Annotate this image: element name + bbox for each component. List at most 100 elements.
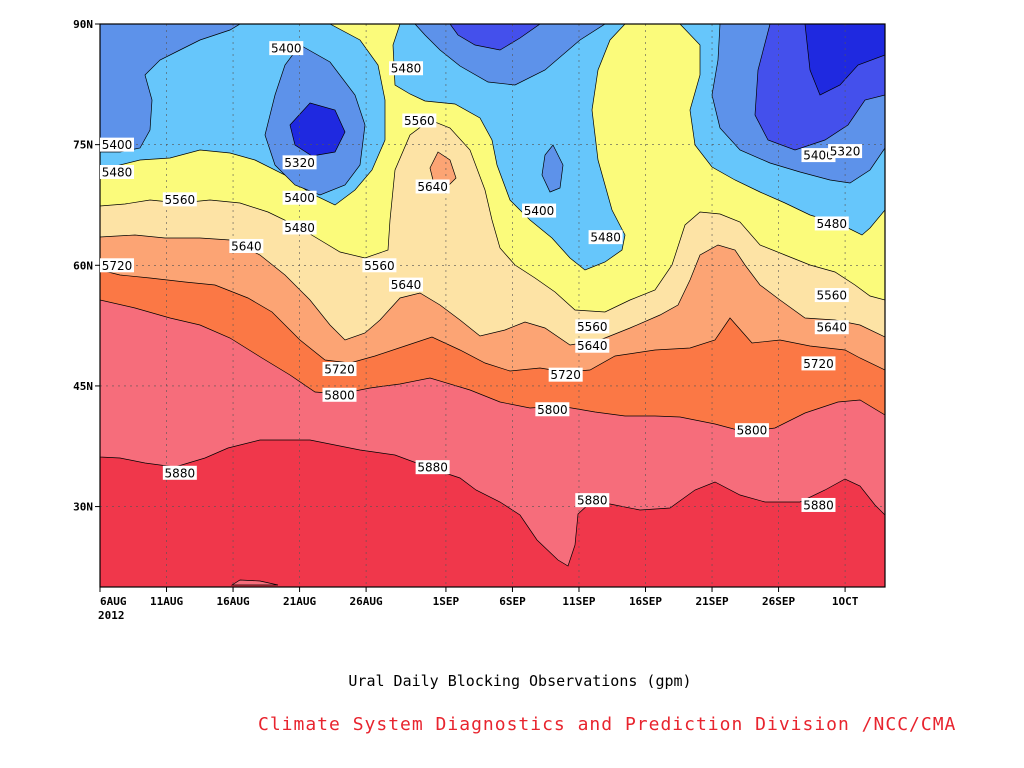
contour-label-bg xyxy=(801,497,836,512)
contour-label: 5560 xyxy=(814,288,849,303)
contour-label-bg xyxy=(415,179,450,194)
contour-label: 5880 xyxy=(415,460,450,475)
contour-label: 5400 xyxy=(100,137,134,152)
contour-label-bg xyxy=(282,155,317,170)
contour-label-text: 5720 xyxy=(324,363,355,377)
contour-label: 5480 xyxy=(814,216,849,231)
contour-label-text: 5480 xyxy=(391,62,422,76)
contour-label: 5400 xyxy=(522,203,557,218)
x-tick-label: 21SEP xyxy=(695,595,728,608)
x-tick-label: 11SEP xyxy=(562,595,595,608)
contour-label: 5400 xyxy=(282,190,317,205)
x-tick-label: 11AUG xyxy=(150,595,183,608)
x-tick-label: 1SEP xyxy=(433,595,460,608)
contour-label-text: 5480 xyxy=(284,221,315,235)
contour-label-text: 5480 xyxy=(102,165,133,179)
contour-label-text: 5560 xyxy=(364,259,395,273)
y-tick-label: 75N xyxy=(73,139,93,152)
contour-label-text: 5400 xyxy=(271,42,302,56)
contour-label: 5560 xyxy=(362,258,397,273)
contour-label-text: 5640 xyxy=(391,278,422,292)
contour-label: 5480 xyxy=(389,61,424,76)
y-tick-label: 30N xyxy=(73,501,93,514)
contour-labels: 5400548054005560548053205400532055605640… xyxy=(100,41,863,512)
x-axis: 6AUG 11AUG 16AUG 21AUG 26AUG 1SEP 6SEP 11SEP 16S… xyxy=(98,587,859,622)
contour-label: 5720 xyxy=(100,258,134,273)
contour-label: 5720 xyxy=(548,367,583,382)
contour-label-bg xyxy=(814,216,849,231)
contour-label-bg xyxy=(814,288,849,303)
contour-label-text: 5800 xyxy=(737,424,768,438)
band-5880-patch xyxy=(230,579,279,586)
contour-label: 5880 xyxy=(575,493,610,508)
contour-label: 5640 xyxy=(575,338,610,353)
contour-label: 5480 xyxy=(588,230,623,245)
contour-label-bg xyxy=(322,362,357,377)
band-below-5320-center xyxy=(289,102,346,157)
x-tick-label: 6AUG xyxy=(100,595,127,608)
x-tick-label: 1OCT xyxy=(832,595,859,608)
contour-label: 5320 xyxy=(828,144,863,159)
contour-label-text: 5640 xyxy=(231,239,262,253)
contour-label: 5400 xyxy=(801,148,836,163)
x-year-label: 2012 xyxy=(98,609,125,622)
contour-label-bg xyxy=(535,402,570,417)
contour-label: 5480 xyxy=(100,164,134,179)
x-tick-label: 26AUG xyxy=(350,595,383,608)
x-tick-label: 21AUG xyxy=(283,595,316,608)
contour-label-text: 5400 xyxy=(102,138,133,152)
contour-label-text: 5720 xyxy=(102,259,133,273)
contour-label-bg xyxy=(282,190,317,205)
contour-label-text: 5480 xyxy=(817,217,848,231)
y-tick-label: 60N xyxy=(73,259,93,272)
plot-frame xyxy=(99,23,886,588)
contour-label-bg xyxy=(522,203,557,218)
contour-label: 5800 xyxy=(535,402,570,417)
contour-label-bg xyxy=(801,148,836,163)
band-below-5320-north xyxy=(449,24,541,51)
contour-label-bg xyxy=(282,220,317,235)
contour-label-bg xyxy=(801,356,836,371)
contour-label-bg xyxy=(100,164,134,179)
contour-label: 5560 xyxy=(162,192,197,207)
contour-label-text: 5720 xyxy=(550,368,581,382)
x-tick-label: 16SEP xyxy=(629,595,662,608)
contour-label: 5480 xyxy=(282,220,317,235)
contour-label-text: 5400 xyxy=(524,204,555,218)
contour-label-text: 5560 xyxy=(404,114,435,128)
contour-label-bg xyxy=(362,258,397,273)
y-tick-label: 45N xyxy=(73,380,93,393)
contour-label-text: 5720 xyxy=(803,357,834,371)
y-axis: 30N 45N 60N 75N 90N xyxy=(73,18,100,514)
contour-label-bg xyxy=(322,387,357,402)
contour-label: 5560 xyxy=(575,319,610,334)
band-5320-5400-west xyxy=(100,24,241,153)
contour-label-bg xyxy=(162,192,197,207)
contour-label-bg xyxy=(575,338,610,353)
chart-source: Climate System Diagnostics and Predictio… xyxy=(258,714,957,735)
contour-label-bg xyxy=(734,423,769,438)
contour-label-text: 5640 xyxy=(577,339,608,353)
contour-label: 5320 xyxy=(282,155,317,170)
band-5320-5400-north xyxy=(414,24,606,86)
contour-label-text: 5880 xyxy=(577,494,608,508)
contour-label-text: 5880 xyxy=(803,498,834,512)
y-tick-label: 90N xyxy=(73,18,93,31)
contour-label-text: 5800 xyxy=(537,403,568,417)
contour-label: 5880 xyxy=(801,497,836,512)
contour-label-text: 5320 xyxy=(284,156,315,170)
contour-label-text: 5880 xyxy=(417,461,448,475)
contour-label-text: 5400 xyxy=(803,149,834,163)
contour-label: 5800 xyxy=(734,423,769,438)
contour-label-bg xyxy=(389,277,424,292)
contour-label-bg xyxy=(415,460,450,475)
contour-label: 5400 xyxy=(269,41,304,56)
contour-label: 5640 xyxy=(229,238,264,253)
contour-label: 5560 xyxy=(402,113,437,128)
contour-label-text: 5320 xyxy=(830,145,861,159)
contour-label-bg xyxy=(814,320,849,335)
contour-label-bg xyxy=(269,41,304,56)
x-tick-label: 16AUG xyxy=(216,595,249,608)
contour-label: 5720 xyxy=(801,356,836,371)
